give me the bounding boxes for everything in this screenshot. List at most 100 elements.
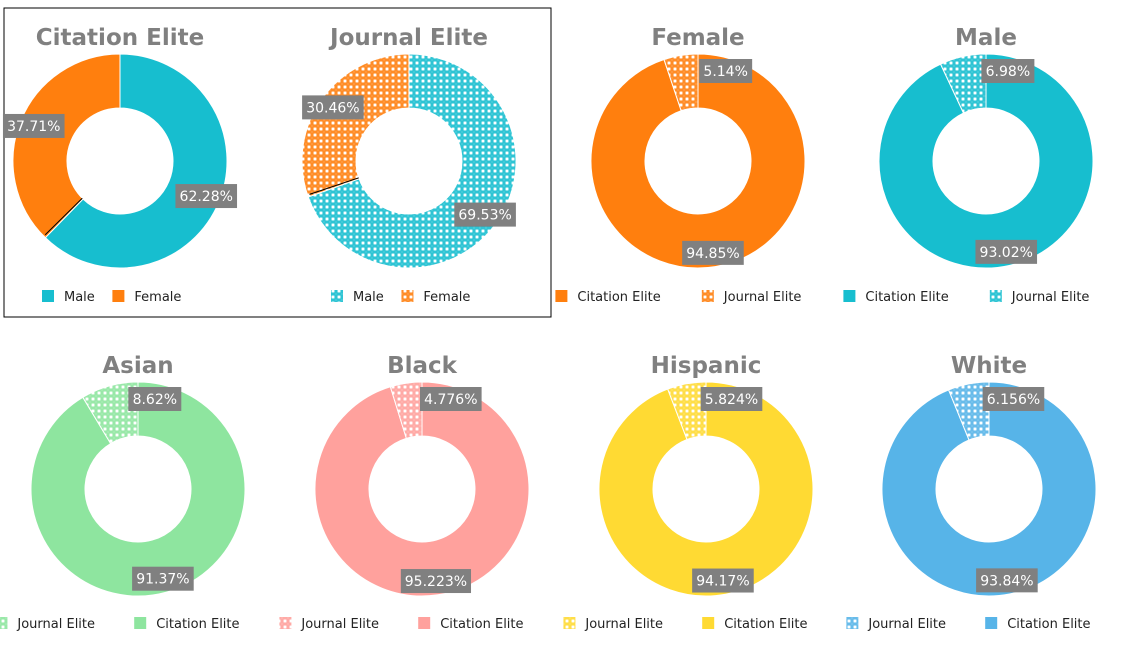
chart-citation-elite-title: Citation Elite <box>36 25 204 51</box>
chart-asian-legend-journal-elite: Journal Elite <box>0 617 95 632</box>
chart-asian-label-box-citation-elite <box>132 566 194 591</box>
chart-journal-elite-label-female: 30.46% <box>302 95 364 120</box>
chart-asian-legend-swatch-citation-elite <box>134 617 147 629</box>
chart-white-label-journal-elite: 6.156% <box>982 387 1045 411</box>
chart-black-legend-swatch-citation-elite <box>418 617 431 629</box>
chart-female-legend-swatch-citation-elite <box>555 290 568 302</box>
chart-white: White 93.84% 6.156% Journal Elite Citation E… <box>846 353 1097 632</box>
chart-journal-elite-legend-female: Female <box>401 290 470 305</box>
chart-hispanic-label-box-citation-elite <box>692 568 754 593</box>
chart-male-legend-swatch-citation-elite <box>843 290 856 302</box>
chart-black-legend-swatch-journal-elite <box>279 617 292 629</box>
chart-journal-elite: Journal Elite 69.53% 30.46% Male Female <box>301 25 517 305</box>
chart-white-legend-label-journal-elite: Journal Elite <box>867 617 946 632</box>
highlight-frame <box>3 7 552 318</box>
chart-hispanic-title: Hispanic <box>651 353 762 379</box>
chart-female-slice-journal-elite <box>663 53 699 112</box>
chart-citation-elite-label-male: 62.28% <box>175 184 238 209</box>
chart-female-label-journal-elite: 5.14% <box>699 59 753 83</box>
chart-journal-elite-legend-swatch-male <box>331 290 343 302</box>
chart-citation-elite-label-female: 37.71% <box>2 113 65 138</box>
chart-black-slice-citation-elite <box>314 381 530 597</box>
chart-journal-elite-legend-male: Male <box>331 290 384 305</box>
chart-male-slice-citation-elite <box>878 53 1094 269</box>
chart-male-legend-swatch-journal-elite <box>989 290 1002 302</box>
chart-white-legend-label-citation-elite: Citation Elite <box>1007 617 1090 632</box>
chart-journal-elite-title: Journal Elite <box>328 25 488 51</box>
chart-female-legend-journal-elite: Journal Elite <box>701 290 802 305</box>
chart-male-legend-journal-elite: Journal Elite <box>989 290 1089 305</box>
chart-citation-elite-legend-label-female: Female <box>134 290 181 305</box>
chart-journal-elite-label-text-female: 30.46% <box>306 100 359 116</box>
chart-white-label-box-journal-elite <box>982 387 1045 411</box>
chart-male-title: Male <box>955 25 1017 51</box>
chart-asian-title: Asian <box>102 353 173 379</box>
chart-journal-elite-legend-label-female: Female <box>423 290 470 305</box>
chart-asian-label-box-journal-elite <box>128 387 182 411</box>
chart-asian-label-citation-elite: 91.37% <box>132 566 194 591</box>
chart-hispanic-legend-citation-elite: Citation Elite <box>702 617 808 632</box>
chart-female-title: Female <box>651 25 744 51</box>
chart-asian-slice-citation-elite <box>30 381 246 597</box>
chart-citation-elite-legend-swatch-female <box>112 290 125 302</box>
chart-citation-elite-label-text-male: 62.28% <box>180 189 233 205</box>
chart-white-title: White <box>951 353 1027 379</box>
chart-black-label-journal-elite: 4.776% <box>420 387 482 411</box>
chart-hispanic-legend-label-citation-elite: Citation Elite <box>724 617 807 632</box>
chart-asian: Asian 91.37% 8.62% Journal Elite Citation El… <box>0 353 246 632</box>
chart-citation-elite-label-box-female <box>2 113 65 138</box>
chart-asian-legend-swatch-journal-elite <box>0 617 8 629</box>
chart-black-legend-label-journal-elite: Journal Elite <box>300 617 379 632</box>
chart-male-label-box-journal-elite <box>981 59 1035 83</box>
chart-female-label-box-journal-elite <box>699 59 753 83</box>
chart-hispanic-legend-label-journal-elite: Journal Elite <box>584 617 663 632</box>
chart-female-legend-label-journal-elite: Journal Elite <box>723 290 802 305</box>
chart-citation-elite-legend-swatch-male <box>42 290 54 302</box>
chart-female-slice-citation-elite <box>590 53 806 269</box>
chart-asian-label-journal-elite: 8.62% <box>128 387 182 411</box>
chart-female-label-citation-elite: 94.85% <box>682 240 744 265</box>
chart-hispanic-slice-citation-elite <box>598 381 814 597</box>
chart-white-legend-journal-elite: Journal Elite <box>846 617 946 632</box>
chart-male-label-citation-elite: 93.02% <box>975 239 1038 264</box>
chart-asian-legend-label-citation-elite: Citation Elite <box>156 617 239 632</box>
chart-female-label-text-citation-elite: 94.85% <box>686 246 739 262</box>
chart-journal-elite-leader-line <box>309 177 359 195</box>
chart-male-label-text-citation-elite: 93.02% <box>980 245 1033 261</box>
chart-male-label-text-journal-elite: 6.98% <box>986 64 1030 80</box>
chart-female-legend-swatch-journal-elite <box>701 290 714 302</box>
chart-hispanic-label-text-citation-elite: 94.17% <box>696 574 749 590</box>
chart-black-label-box-journal-elite <box>420 387 482 411</box>
chart-black-legend-citation-elite: Citation Elite <box>418 617 524 632</box>
chart-journal-elite-label-male: 69.53% <box>454 202 516 227</box>
chart-male: Male 93.02% 6.98% Citation Elite Journal Eli… <box>843 25 1094 305</box>
chart-citation-elite-label-text-female: 37.71% <box>7 119 60 135</box>
chart-citation-elite-legend-female: Female <box>112 290 181 305</box>
chart-citation-elite-legend-label-male: Male <box>64 290 95 305</box>
chart-citation-elite-leader-line <box>44 197 83 236</box>
chart-black-slice-journal-elite <box>389 381 423 439</box>
chart-black-label-text-citation-elite: 95.223% <box>405 574 467 590</box>
chart-white-slice-citation-elite <box>881 381 1097 597</box>
chart-journal-elite-slice-female <box>301 53 410 198</box>
chart-black-legend-journal-elite: Journal Elite <box>279 617 379 632</box>
chart-white-label-text-journal-elite: 6.156% <box>987 392 1040 408</box>
chart-white-legend-swatch-journal-elite <box>846 617 859 629</box>
chart-black-legend-label-citation-elite: Citation Elite <box>440 617 523 632</box>
chart-journal-elite-legend-label-male: Male <box>353 290 384 305</box>
chart-citation-elite-legend-male: Male <box>42 290 95 305</box>
chart-female-label-box-citation-elite <box>682 240 744 265</box>
chart-white-label-text-citation-elite: 93.84% <box>980 573 1033 589</box>
chart-hispanic-label-text-journal-elite: 5.824% <box>705 392 758 408</box>
chart-journal-elite-label-box-female <box>302 95 364 120</box>
chart-black-title: Black <box>387 353 458 379</box>
chart-hispanic-legend-journal-elite: Journal Elite <box>563 617 663 632</box>
chart-journal-elite-legend-swatch-female <box>401 290 414 302</box>
chart-black-label-box-citation-elite <box>400 569 472 594</box>
chart-white-legend-citation-elite: Citation Elite <box>985 617 1091 632</box>
chart-hispanic: Hispanic 94.17% 5.824% Journal Elite Citatio… <box>563 353 814 632</box>
chart-hispanic-legend-swatch-journal-elite <box>563 617 576 629</box>
chart-asian-slice-journal-elite <box>82 381 139 445</box>
chart-male-slice-journal-elite <box>939 53 987 114</box>
chart-white-legend-swatch-citation-elite <box>985 617 998 629</box>
